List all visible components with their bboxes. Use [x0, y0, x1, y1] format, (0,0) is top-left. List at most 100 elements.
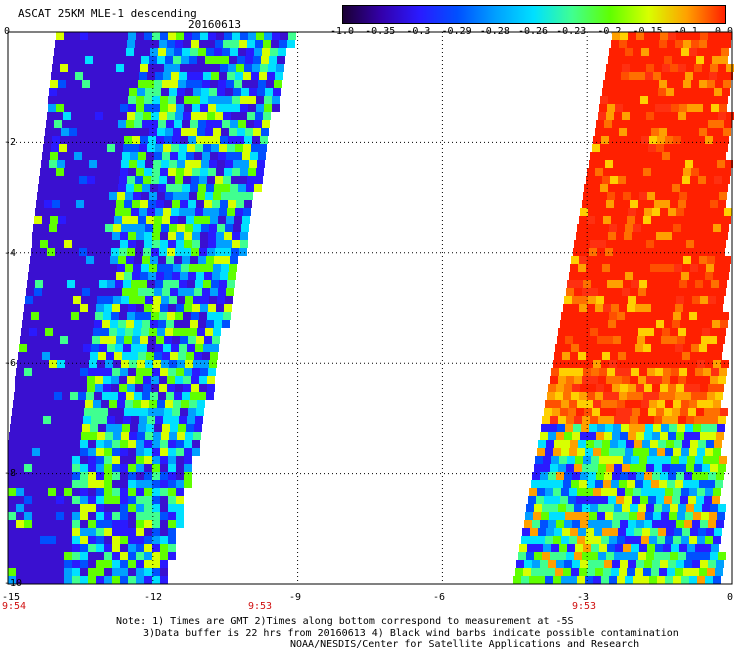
swath-cell	[662, 416, 670, 424]
swath-cell	[96, 368, 104, 376]
swath-cell	[259, 144, 267, 152]
swath-cell	[712, 232, 720, 240]
swath-cell	[64, 496, 72, 504]
swath-cell	[644, 560, 652, 568]
swath-cell	[666, 88, 674, 96]
swath-cell	[221, 56, 229, 64]
swath-cell	[8, 480, 16, 488]
swath-cell	[636, 32, 644, 40]
swath-cell	[700, 384, 708, 392]
swath-cell	[196, 336, 204, 344]
swath-cell	[184, 104, 192, 112]
swath-cell	[136, 512, 144, 520]
swath-cell	[577, 360, 585, 368]
swath-cell	[609, 48, 617, 56]
swath-cell	[663, 544, 671, 552]
swath-cell	[686, 152, 694, 160]
swath-cell	[619, 216, 627, 224]
swath-cell	[204, 200, 212, 208]
swath-cell	[189, 128, 197, 136]
swath-cell	[606, 240, 614, 248]
swath-cell	[72, 232, 80, 240]
swath-cell	[722, 88, 730, 96]
swath-cell	[627, 40, 635, 48]
swath-cell	[97, 296, 105, 304]
swath-cell	[165, 328, 173, 336]
swath-cell	[714, 264, 722, 272]
swath-cell	[679, 544, 687, 552]
swath-cell	[571, 568, 579, 576]
swath-cell	[57, 432, 65, 440]
swath-cell	[168, 504, 176, 512]
swath-cell	[602, 88, 610, 96]
swath-cell	[203, 144, 211, 152]
swath-cell	[542, 416, 550, 424]
swath-cell	[160, 488, 168, 496]
swath-cell	[670, 240, 678, 248]
swath-cell	[635, 392, 643, 400]
swath-cell	[597, 424, 605, 432]
swath-cell	[641, 488, 649, 496]
swath-cell	[34, 288, 42, 296]
swath-cell	[94, 48, 102, 56]
swath-cell	[651, 480, 659, 488]
swath-cell	[556, 384, 564, 392]
swath-cell	[166, 184, 174, 192]
swath-cell	[233, 224, 241, 232]
swath-cell	[263, 40, 271, 48]
swath-cell	[80, 32, 88, 40]
swath-cell	[67, 72, 75, 80]
swath-cell	[132, 336, 140, 344]
swath-cell	[195, 344, 203, 352]
swath-cell	[634, 528, 642, 536]
swath-cell	[168, 480, 176, 488]
swath-cell	[660, 560, 668, 568]
swath-cell	[206, 120, 214, 128]
swath-cell	[671, 104, 679, 112]
swath-cell	[43, 344, 51, 352]
swath-cell	[182, 392, 190, 400]
swath-cell	[20, 408, 28, 416]
swath-cell	[691, 168, 699, 176]
swath-cell	[104, 504, 112, 512]
swath-cell	[668, 432, 676, 440]
swath-cell	[715, 304, 723, 312]
swath-cell	[198, 48, 206, 56]
swath-cell	[542, 552, 550, 560]
swath-cell	[44, 136, 52, 144]
swath-cell	[147, 208, 155, 216]
swath-cell	[213, 128, 221, 136]
swath-cell	[123, 280, 131, 288]
swath-cell	[635, 568, 643, 576]
swath-cell	[164, 64, 172, 72]
swath-cell	[50, 152, 58, 160]
swath-cell	[709, 424, 717, 432]
swath-cell	[215, 176, 223, 184]
swath-cell	[177, 432, 185, 440]
swath-cell	[689, 224, 697, 232]
swath-cell	[636, 384, 644, 392]
swath-cell	[106, 288, 114, 296]
swath-cell	[603, 128, 611, 136]
swath-cell	[144, 496, 152, 504]
swath-cell	[152, 464, 160, 472]
swath-cell	[112, 576, 120, 584]
swath-cell	[120, 304, 128, 312]
swath-cell	[640, 232, 648, 240]
swath-cell	[177, 88, 185, 96]
swath-cell	[602, 528, 610, 536]
swath-cell	[669, 160, 677, 168]
swath-cell	[80, 368, 88, 376]
swath-cell	[35, 344, 43, 352]
swath-cell	[580, 520, 588, 528]
swath-cell	[152, 504, 160, 512]
swath-cell	[220, 200, 228, 208]
swath-cell	[32, 472, 40, 480]
swath-cell	[50, 80, 58, 88]
swath-cell	[519, 544, 527, 552]
swath-cell	[176, 480, 184, 488]
swath-cell	[251, 144, 259, 152]
swath-cell	[620, 120, 628, 128]
swath-cell	[65, 88, 73, 96]
swath-cell	[184, 440, 192, 448]
